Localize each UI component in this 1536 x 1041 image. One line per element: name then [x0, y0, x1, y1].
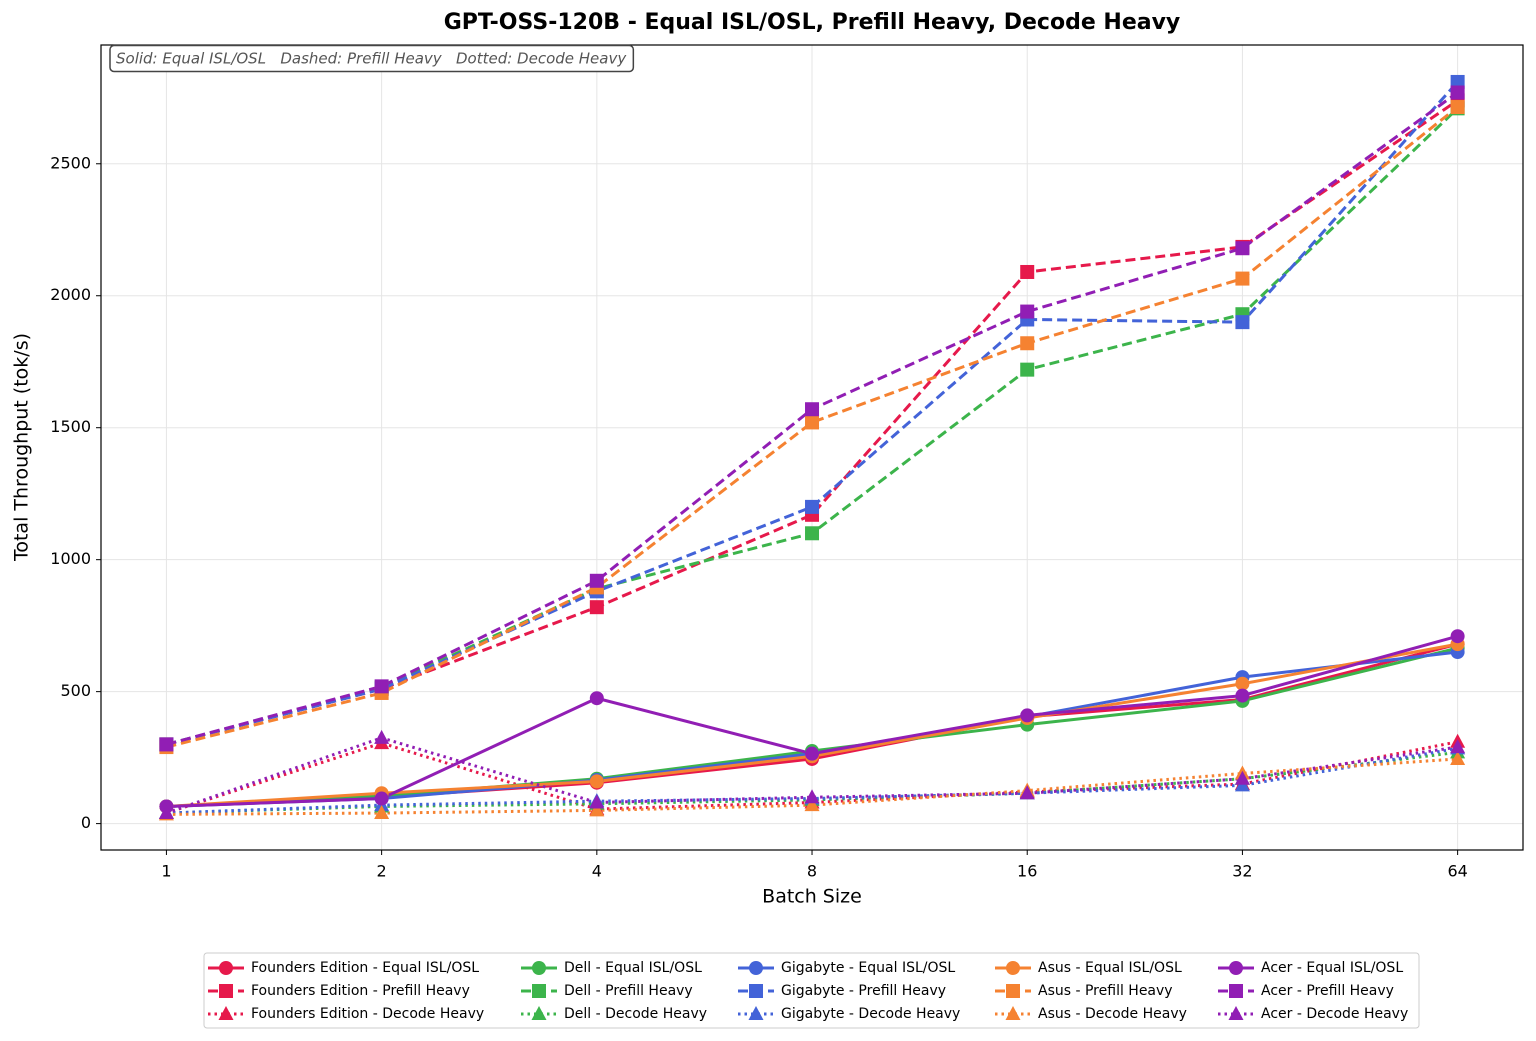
marker [218, 1006, 234, 1020]
marker [1450, 629, 1465, 644]
marker [805, 526, 820, 541]
x-tick-label: 8 [807, 862, 817, 881]
legend-label: Dell - Prefill Heavy [564, 983, 693, 999]
marker [749, 984, 763, 998]
legend-label: Founders Edition - Equal ISL/OSL [251, 960, 479, 976]
marker [1235, 271, 1250, 286]
marker [589, 794, 605, 809]
marker [805, 415, 820, 430]
annotation: Solid: Equal ISL/OSL Dashed: Prefill Hea… [116, 50, 627, 68]
marker [589, 600, 604, 615]
marker [531, 1006, 547, 1020]
marker [589, 573, 604, 588]
marker [1235, 688, 1250, 703]
marker [1229, 961, 1243, 975]
y-axis-label: Total Throughput (tok/s) [11, 333, 33, 562]
marker [1006, 984, 1020, 998]
marker [374, 679, 389, 694]
marker [219, 961, 233, 975]
marker [1450, 739, 1466, 754]
marker [1020, 362, 1035, 377]
x-tick-label: 16 [1017, 862, 1037, 881]
marker [1450, 74, 1465, 89]
marker [804, 797, 820, 812]
marker [1235, 241, 1250, 256]
marker [804, 789, 820, 804]
marker [1006, 961, 1020, 975]
y-tick-label: 500 [60, 681, 91, 700]
legend-label: Gigabyte - Decode Heavy [781, 1006, 960, 1022]
marker [1450, 85, 1465, 100]
legend-label: Asus - Decode Heavy [1038, 1006, 1187, 1022]
marker [748, 1006, 764, 1020]
marker [805, 499, 820, 514]
legend-label: Acer - Decode Heavy [1261, 1006, 1408, 1022]
legend-label: Dell - Decode Heavy [564, 1006, 707, 1022]
marker [1450, 750, 1466, 765]
x-tick-label: 4 [592, 862, 602, 881]
y-tick-label: 2500 [50, 153, 91, 172]
x-tick-label: 2 [377, 862, 387, 881]
legend-label: Founders Edition - Decode Heavy [251, 1006, 484, 1022]
marker [1235, 676, 1250, 691]
legend: Founders Edition - Equal ISL/OSL Founders… [203, 952, 1420, 1029]
marker [1020, 264, 1035, 279]
marker [1020, 304, 1035, 319]
y-tick-label: 2000 [50, 285, 91, 304]
annotation-box [109, 44, 635, 73]
marker [589, 691, 604, 706]
chart-title: GPT-OSS-120B - Equal ISL/OSL, Prefill He… [444, 10, 1181, 35]
marker [749, 961, 763, 975]
marker [589, 774, 604, 789]
marker [1235, 315, 1250, 330]
marker [1005, 1006, 1021, 1020]
marker [1019, 785, 1035, 800]
y-tick-label: 1000 [50, 549, 91, 568]
marker [159, 737, 174, 752]
marker [1229, 984, 1243, 998]
legend-label: Dell - Equal ISL/OSL [564, 960, 702, 976]
x-tick-label: 64 [1447, 862, 1467, 881]
marker [589, 802, 605, 817]
marker [374, 729, 390, 744]
marker [805, 402, 820, 417]
marker [1020, 336, 1035, 351]
legend-label: Asus - Prefill Heavy [1038, 983, 1173, 999]
marker [532, 961, 546, 975]
marker [1020, 708, 1035, 723]
marker [1228, 1006, 1244, 1020]
legend-label: Acer - Prefill Heavy [1261, 983, 1394, 999]
marker [374, 805, 390, 820]
legend-label: Founders Edition - Prefill Heavy [251, 983, 470, 999]
legend-label: Gigabyte - Equal ISL/OSL [781, 960, 955, 976]
y-tick-label: 1500 [50, 417, 91, 436]
legend-label: Gigabyte - Prefill Heavy [781, 983, 946, 999]
marker [532, 984, 546, 998]
legend-box [203, 952, 1420, 1029]
x-tick-label: 1 [161, 862, 171, 881]
marker [1234, 770, 1250, 785]
plot-frame [100, 44, 1524, 851]
x-axis-label: Batch Size [762, 886, 862, 908]
legend-label: Asus - Equal ISL/OSL [1038, 960, 1182, 976]
x-tick-label: 32 [1232, 862, 1252, 881]
y-tick-label: 0 [81, 813, 91, 832]
marker [374, 791, 389, 806]
marker [219, 984, 233, 998]
legend-label: Acer - Equal ISL/OSL [1261, 960, 1403, 976]
marker [805, 746, 820, 761]
marker [158, 805, 174, 820]
marker [1450, 100, 1465, 115]
